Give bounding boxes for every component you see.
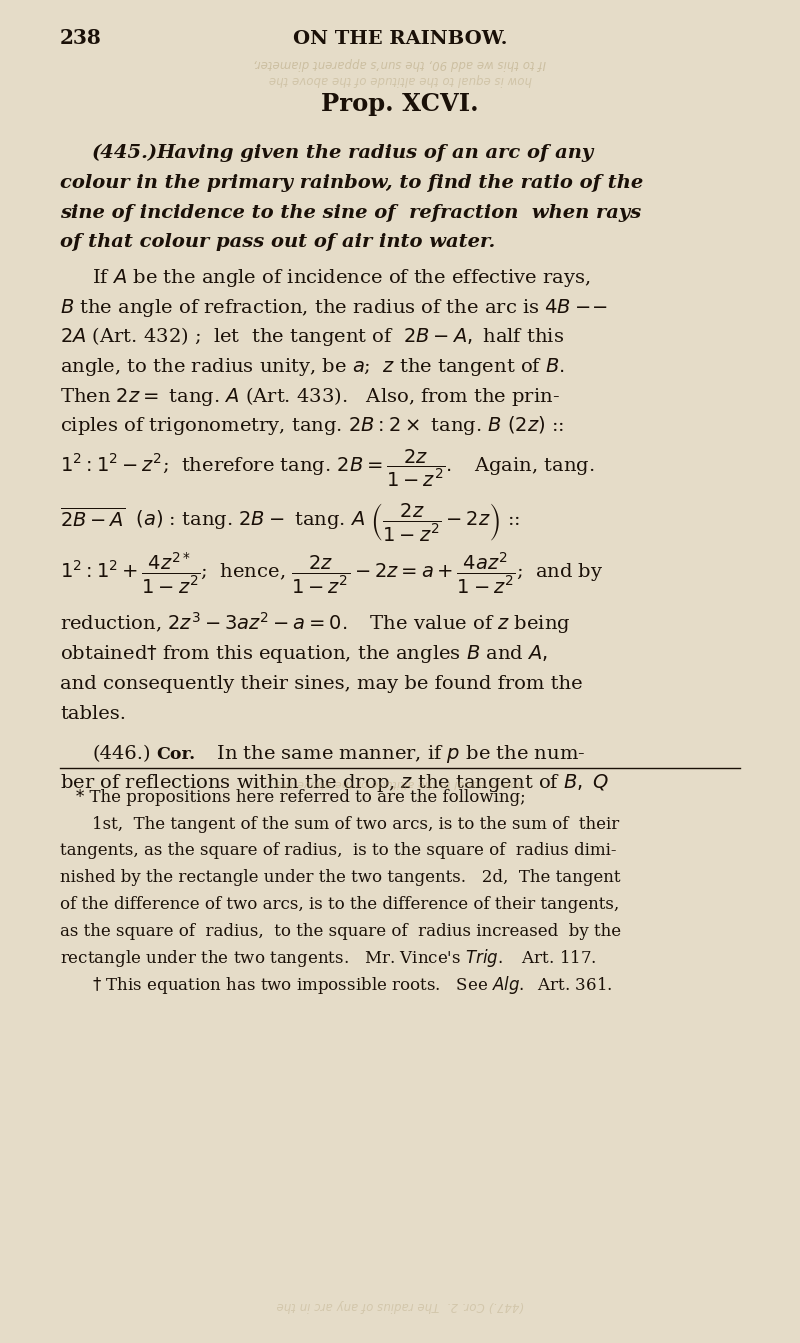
Text: If to this we add 90, the sun’s apparent diameter,: If to this we add 90, the sun’s apparent… [254, 58, 546, 70]
Text: $B$ the angle of refraction, the radius of the arc is $4B-\!\!-$: $B$ the angle of refraction, the radius … [60, 297, 608, 318]
Text: (445.): (445.) [92, 145, 158, 163]
Text: If $A$ be the angle of incidence of the effective rays,: If $A$ be the angle of incidence of the … [92, 267, 590, 289]
Text: ON THE RAINBOW.: ON THE RAINBOW. [293, 31, 507, 48]
Text: In the same manner, if $p$ be the num-: In the same manner, if $p$ be the num- [204, 743, 586, 764]
Text: Having given the radius of an arc of any: Having given the radius of an arc of any [156, 145, 594, 163]
Text: $2A$ (Art. 432) ;  let  the tangent of  $2B-A,$ half this: $2A$ (Art. 432) ; let the tangent of $2B… [60, 325, 564, 348]
Text: reduction, $2z^3 - 3az^2 - a = 0.$   The value of $z$ being: reduction, $2z^3 - 3az^2 - a = 0.$ The v… [60, 610, 570, 637]
Text: Cor.: Cor. [156, 745, 195, 763]
Text: of that colour pass out of air into water.: of that colour pass out of air into wate… [60, 234, 495, 251]
Text: 238: 238 [60, 28, 102, 48]
Text: nished by the rectangle under the two tangents.   2d,  The tangent: nished by the rectangle under the two ta… [60, 869, 621, 886]
Text: $1^2 : 1^2 + \dfrac{4z^{2*}}{1-z^2}$;  hence, $\dfrac{2z}{1-z^2} - 2z = a + \dfr: $1^2 : 1^2 + \dfrac{4z^{2*}}{1-z^2}$; he… [60, 551, 603, 596]
Text: sine of incidence to the sine of  refraction  when rays: sine of incidence to the sine of refract… [60, 204, 642, 222]
Text: colour in the primary rainbow, to find the ratio of the: colour in the primary rainbow, to find t… [60, 175, 643, 192]
Text: how is equal to the altitude of the above the: how is equal to the altitude of the abov… [269, 74, 531, 86]
Text: tables.: tables. [60, 705, 126, 723]
Text: and consequently their sines, may be found from the: and consequently their sines, may be fou… [60, 676, 582, 693]
Text: of the difference of two arcs, is to the difference of their tangents,: of the difference of two arcs, is to the… [60, 896, 619, 913]
Text: $\dagger$ This equation has two impossible roots.   See $\mathit{Alg.}$  Art. 36: $\dagger$ This equation has two impossib… [92, 974, 613, 995]
Text: ciples of trigonometry, tang. $2B : 2 \times$ tang. $B$ $(2z)$ ::: ciples of trigonometry, tang. $2B : 2 \t… [60, 414, 564, 436]
Text: $\overline{2B-A}$  $(a)$ : tang. $2B -$ tang. $A$ $\left(\dfrac{2z}{1-z^2} - 2z\: $\overline{2B-A}$ $(a)$ : tang. $2B -$ t… [60, 501, 520, 543]
Text: as the square of  radius,  to the square of  radius increased  by the: as the square of radius, to the square o… [60, 923, 621, 940]
Text: (447.) Cor. 2.  The radius of any arc in the: (447.) Cor. 2. The radius of any arc in … [276, 1300, 524, 1312]
Text: Prop. XCVI.: Prop. XCVI. [321, 93, 479, 117]
Text: angle, to the radius unity, be $a$;  $z$ the tangent of $B.$: angle, to the radius unity, be $a$; $z$ … [60, 356, 565, 377]
Text: (446.): (446.) [92, 745, 150, 763]
Text: rectangle under the two tangents.   Mr. Vince's $\mathit{Trig.}$   Art. 117.: rectangle under the two tangents. Mr. Vi… [60, 947, 597, 968]
Text: tangents, as the square of radius,  is to the square of  radius dimi-: tangents, as the square of radius, is to… [60, 842, 617, 860]
Text: 1st,  The tangent of the sum of two arcs, is to the sum of  their: 1st, The tangent of the sum of two arcs,… [92, 815, 619, 833]
Text: obtained$\dagger$ from this equation, the angles $B$ and $A,$: obtained$\dagger$ from this equation, th… [60, 643, 548, 665]
Text: how is equal to the altitude or the above the: how is equal to the altitude or the abov… [276, 778, 524, 787]
Text: $1^2 : 1^2 - z^2$;  therefore tang. $2B = \dfrac{2z}{1-z^2}.$   Again, tang.: $1^2 : 1^2 - z^2$; therefore tang. $2B =… [60, 447, 594, 489]
Text: * The propositions here referred to are the following;: * The propositions here referred to are … [76, 788, 526, 806]
Text: Then $2z =$ tang. $A$ (Art. 433).   Also, from the prin-: Then $2z =$ tang. $A$ (Art. 433). Also, … [60, 384, 560, 407]
Text: ber of reflections within the drop, $z$ the tangent of $B,$ $Q$: ber of reflections within the drop, $z$ … [60, 772, 610, 794]
